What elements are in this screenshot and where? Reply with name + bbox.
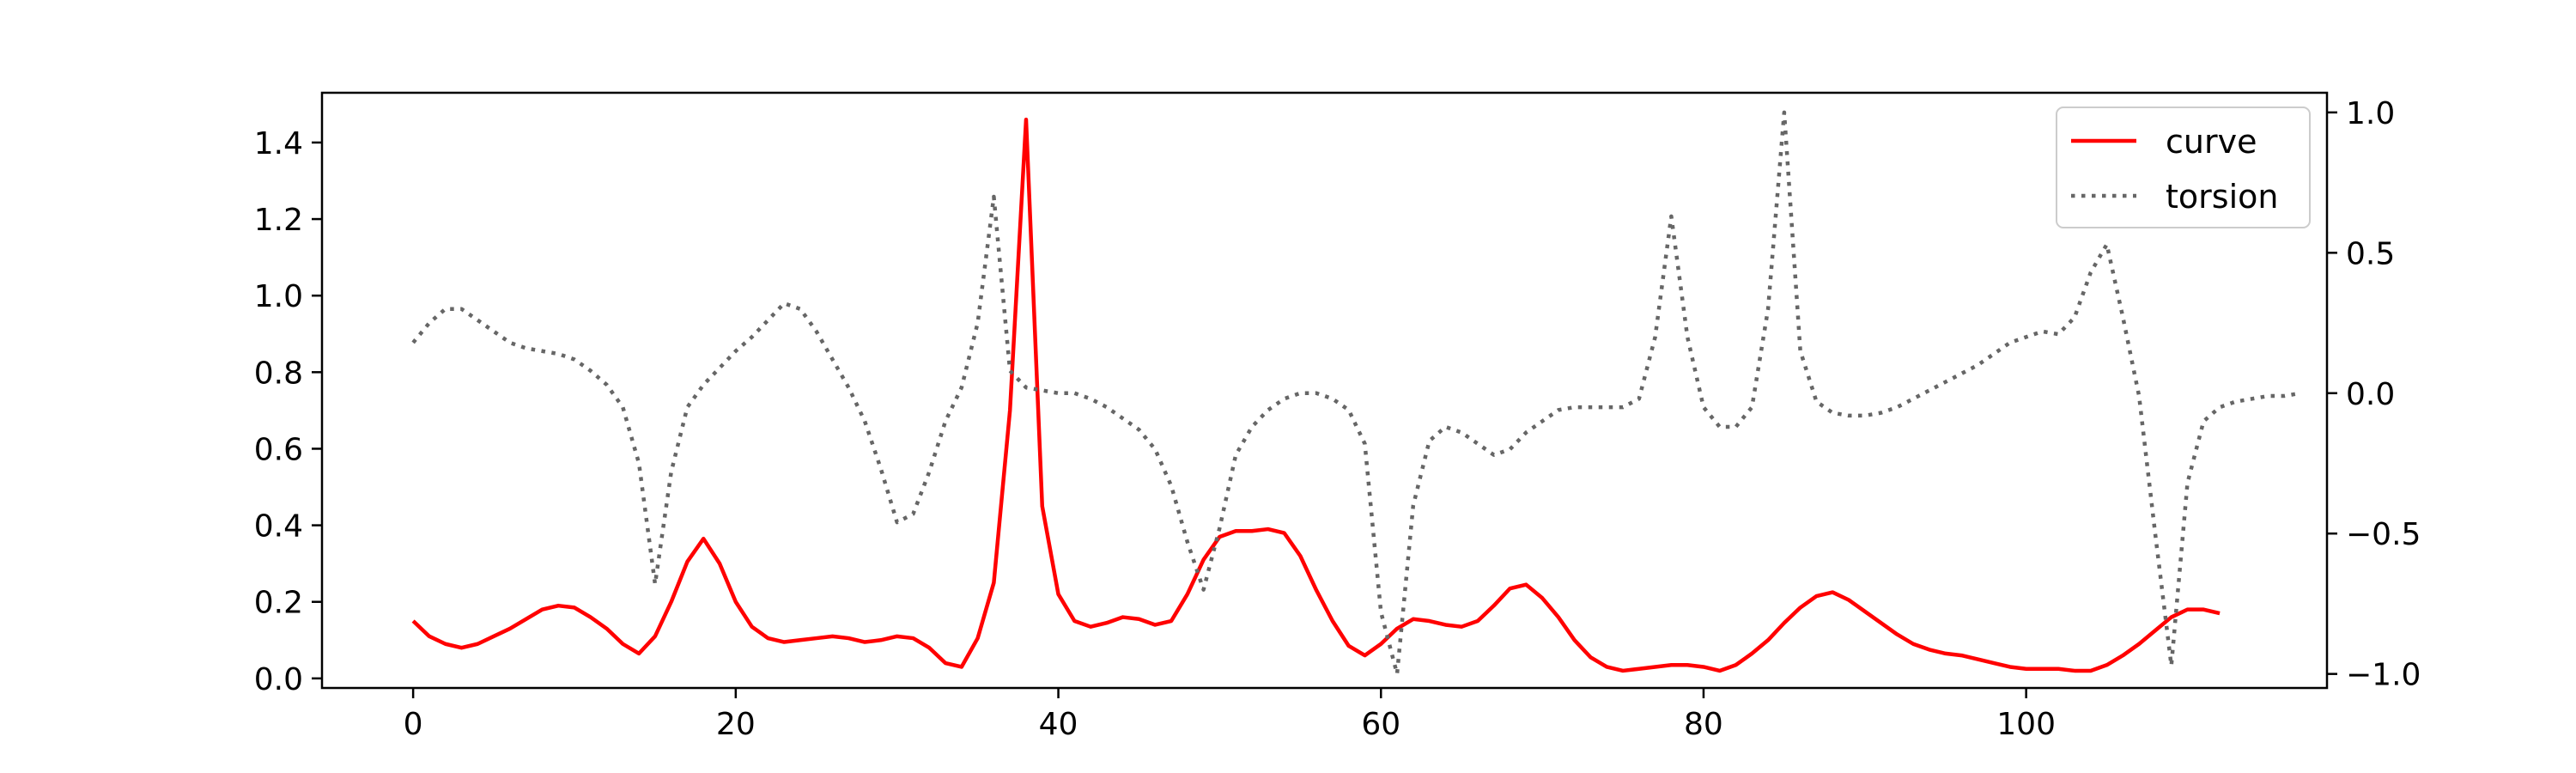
legend-label-torsion: torsion (2166, 178, 2278, 216)
y-tick-label: 0.8 (254, 356, 303, 391)
x-tick-label: 100 (1996, 707, 2056, 742)
x-tick-label: 80 (1684, 707, 1723, 742)
y-tick-label: 0.6 (254, 432, 303, 467)
legend-box (2056, 107, 2311, 228)
x-tick-label: 0 (404, 707, 423, 742)
y-tick-label: 1.2 (254, 203, 303, 238)
legend: curve torsion (2056, 107, 2311, 228)
x-tick-label: 60 (1361, 707, 1400, 742)
y-tick-label: 1.0 (254, 279, 303, 314)
y2-tick-label: −1.0 (2346, 658, 2421, 693)
y-tick-label: 0.0 (254, 662, 303, 697)
x-tick-label: 40 (1039, 707, 1078, 742)
series-line-torsion (411, 110, 2301, 676)
y2-tick-label: 0.0 (2346, 377, 2395, 412)
plot-lines (411, 110, 2301, 676)
x-axis: 0 20 40 60 80 100 (404, 688, 2056, 742)
y2-tick-label: 1.0 (2346, 96, 2395, 131)
y2-tick-label: −0.5 (2346, 517, 2421, 552)
y-axis-right: −1.0 −0.5 0.0 0.5 1.0 (2327, 96, 2421, 693)
x-tick-label: 20 (716, 707, 756, 742)
y2-tick-label: 0.5 (2346, 236, 2395, 271)
plot-frame (320, 91, 2329, 690)
y-axis-left: 0.0 0.2 0.4 0.6 0.8 1.0 1.2 1.4 (254, 126, 322, 697)
y-tick-label: 0.4 (254, 509, 303, 545)
y-tick-label: 0.2 (254, 586, 303, 621)
y-tick-label: 1.4 (254, 126, 303, 161)
series-line-curve (411, 117, 2221, 673)
legend-label-curve: curve (2166, 123, 2257, 161)
